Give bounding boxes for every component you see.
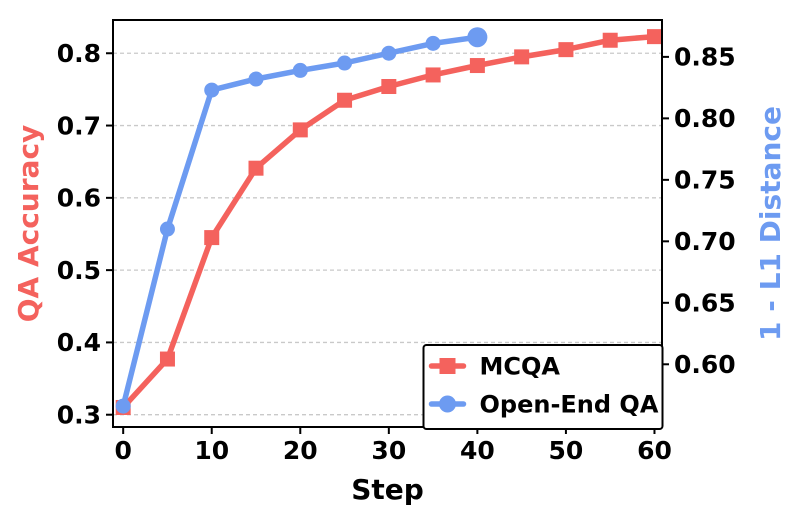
data-point-marker [467, 27, 488, 48]
left-y-tick-label: 0.8 [57, 39, 101, 68]
right-y-tick-label: 0.65 [674, 289, 736, 318]
plot-border [112, 19, 663, 428]
data-point-marker [159, 221, 175, 237]
series-group [115, 27, 662, 415]
series-markers-open-end-qa [115, 27, 488, 414]
left-y-tick-label: 0.7 [57, 111, 101, 140]
data-point-marker [381, 45, 397, 61]
x-tick-label: 50 [549, 436, 584, 465]
axis-tick-labels: 0 10 20 30 40 50 60 0.3 0.4 0.5 0.6 0.7 0.8 0.60 0.65 0… [12, 39, 787, 506]
data-point-marker [204, 82, 220, 98]
right-y-tick-label: 0.85 [674, 43, 736, 72]
data-point-marker [292, 62, 308, 78]
data-point-marker [514, 49, 530, 65]
legend-circle-marker-icon [439, 395, 456, 413]
left-y-tick-label: 0.5 [57, 256, 101, 285]
legend: MCQA Open-End QA [422, 344, 664, 430]
legend-entry-open-end-qa: Open-End QA [428, 390, 659, 418]
left-y-tick-label: 0.6 [57, 184, 101, 213]
data-point-marker [381, 79, 397, 95]
left-y-tick-label: 0.3 [57, 400, 101, 429]
x-tick-label: 60 [637, 436, 672, 465]
legend-square-marker-icon [439, 358, 456, 374]
x-tick-label: 0 [114, 436, 131, 465]
right-y-axis-label: 1 - L1 Distance [754, 106, 787, 341]
legend-box [422, 344, 664, 430]
data-point-marker [115, 398, 131, 414]
legend-entry-mcqa: MCQA [428, 352, 561, 380]
x-tick-label: 20 [283, 436, 318, 465]
legend-entry-label: Open-End QA [480, 390, 659, 418]
x-tick-label: 40 [460, 436, 495, 465]
right-y-tick-label: 0.60 [674, 350, 736, 379]
axis-ticks [106, 52, 669, 434]
right-y-tick-label: 0.75 [674, 166, 736, 195]
x-axis-label: Step [351, 473, 424, 506]
data-point-marker [425, 35, 441, 51]
data-point-marker [602, 32, 618, 48]
x-tick-label: 10 [194, 436, 229, 465]
data-point-marker [337, 92, 353, 108]
data-point-marker [337, 55, 353, 71]
right-y-tick-label: 0.70 [674, 227, 736, 256]
legend-entry-label: MCQA [480, 352, 561, 380]
data-point-marker [558, 42, 574, 58]
left-y-tick-label: 0.4 [57, 328, 101, 357]
data-point-marker [248, 160, 264, 176]
data-point-marker [159, 351, 175, 367]
right-y-tick-label: 0.80 [674, 104, 736, 133]
data-point-marker [646, 29, 662, 45]
data-point-marker [469, 58, 485, 74]
x-tick-label: 30 [371, 436, 406, 465]
series-markers-mcqa [115, 29, 662, 415]
data-point-marker [204, 230, 220, 246]
data-point-marker [292, 122, 308, 138]
left-y-axis-label: QA Accuracy [12, 125, 45, 323]
data-point-marker [425, 67, 441, 83]
data-point-marker [248, 71, 264, 87]
